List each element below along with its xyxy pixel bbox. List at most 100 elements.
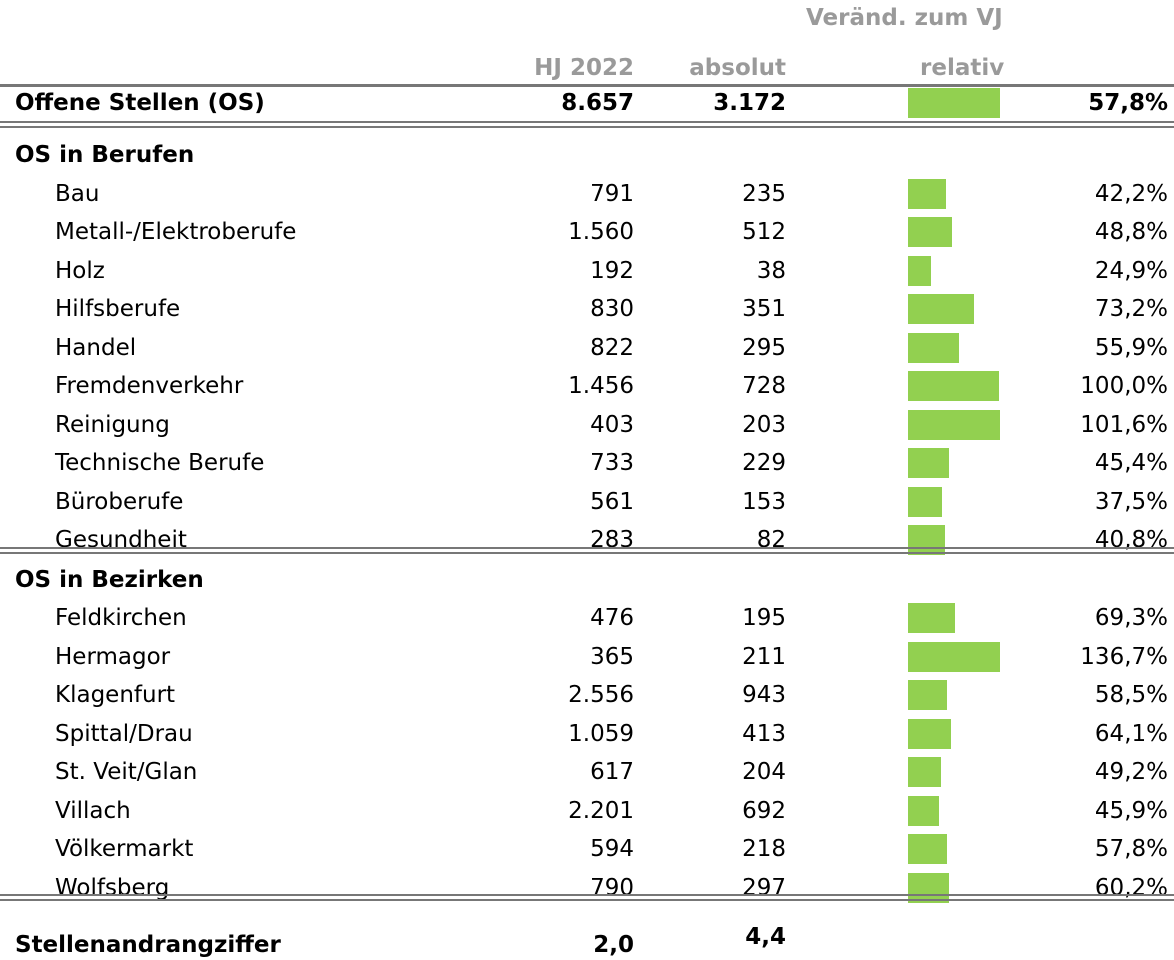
- row-label: Völkermarkt: [55, 836, 194, 862]
- hj-value: 1.059: [568, 720, 634, 747]
- hj-value: 192: [590, 257, 634, 284]
- absolut-value: 413: [742, 720, 786, 747]
- rule: [0, 551, 1174, 554]
- total-label: Offene Stellen (OS): [15, 90, 265, 116]
- column-header: relativ: [920, 55, 1005, 81]
- hj-value: 733: [590, 450, 634, 476]
- relativ-value: 45,9%: [1094, 797, 1168, 824]
- rule: [0, 121, 1174, 123]
- absolut-value: 235: [742, 180, 786, 207]
- data-bar: [908, 409, 1000, 440]
- footer-label: Stellenandrangziffer: [15, 932, 281, 958]
- rule: [0, 84, 1174, 87]
- row-label: Technische Berufe: [55, 450, 265, 476]
- column-header: absolut: [689, 55, 786, 81]
- relativ-value: 48,8%: [1094, 219, 1168, 245]
- relativ-value: 42,2%: [1094, 180, 1168, 207]
- row-label: Spittal/Drau: [55, 720, 193, 747]
- row-label: Hilfsberufe: [55, 296, 181, 322]
- group-header: Veränd. zum VJ: [806, 5, 1003, 31]
- row-label: Reinigung: [55, 411, 170, 438]
- absolut-value: 943: [742, 682, 786, 708]
- absolut-value: 204: [742, 759, 786, 785]
- section-title: OS in Berufen: [15, 142, 195, 168]
- data-bar: [908, 255, 931, 286]
- hj-value: 594: [590, 836, 634, 862]
- data-bar: [908, 525, 945, 555]
- hj-value: 790: [590, 874, 634, 901]
- hj-value: 1.456: [568, 373, 634, 399]
- row-label: Büroberufe: [55, 488, 184, 515]
- absolut-value: 351: [742, 296, 786, 322]
- rule: [0, 126, 1174, 128]
- relativ-value: 49,2%: [1094, 759, 1168, 785]
- relativ-value: 136,7%: [1080, 643, 1168, 670]
- hj-value: 822: [590, 334, 634, 361]
- row-label: Handel: [55, 334, 137, 361]
- rule: [0, 894, 1174, 896]
- row-label: Klagenfurt: [55, 682, 176, 708]
- absolut-value: 692: [742, 797, 786, 824]
- data-bar: [908, 217, 953, 247]
- data-bar: [908, 718, 952, 749]
- relativ-value: 101,6%: [1080, 411, 1168, 438]
- hj-value: 403: [590, 411, 634, 438]
- rule: [0, 546, 1174, 549]
- relativ-value: 57,8%: [1088, 90, 1168, 116]
- row-label: Holz: [55, 257, 105, 284]
- data-bar: [908, 294, 975, 324]
- relativ-value: 100,0%: [1080, 373, 1168, 399]
- absolut-value: 82: [756, 527, 786, 553]
- absolut-value: 211: [742, 643, 786, 670]
- data-bar: [908, 680, 948, 710]
- row-label: Fremdenverkehr: [55, 373, 244, 399]
- row-label: Feldkirchen: [55, 605, 187, 631]
- hj-value: 2,0: [593, 932, 634, 958]
- hj-value: 283: [590, 527, 634, 553]
- absolut-value: 728: [742, 373, 786, 399]
- absolut-value: 512: [742, 219, 786, 245]
- relativ-value: 58,5%: [1094, 682, 1168, 708]
- hj-value: 365: [590, 643, 634, 670]
- rule: [0, 899, 1174, 901]
- row-label: Metall-/Elektroberufe: [55, 219, 297, 245]
- relativ-value: 37,5%: [1094, 488, 1168, 515]
- row-label: Gesundheit: [55, 527, 187, 553]
- data-bar: [908, 603, 955, 633]
- data-bar: [908, 88, 1000, 118]
- absolut-value: 38: [756, 257, 786, 284]
- relativ-value: 45,4%: [1094, 450, 1168, 476]
- absolut-value: 203: [742, 411, 786, 438]
- absolut-value: 153: [742, 488, 786, 515]
- relativ-value: 57,8%: [1094, 836, 1168, 862]
- relativ-value: 69,3%: [1094, 605, 1168, 631]
- data-bar: [908, 757, 942, 787]
- absolut-value: 195: [742, 605, 786, 631]
- hj-value: 561: [590, 488, 634, 515]
- relativ-value: 55,9%: [1094, 334, 1168, 361]
- data-bar: [908, 448, 950, 478]
- relativ-value: 64,1%: [1094, 720, 1168, 747]
- absolut-value: 218: [742, 836, 786, 862]
- data-bar: [908, 486, 942, 517]
- data-bar: [908, 332, 959, 363]
- absolut-value: 4,4: [745, 924, 786, 950]
- hj-value: 8.657: [561, 90, 634, 116]
- row-label: Bau: [55, 180, 100, 207]
- hj-value: 830: [590, 296, 634, 322]
- data-bar: [908, 178, 947, 209]
- column-header: HJ 2022: [534, 55, 634, 81]
- absolut-value: 3.172: [713, 90, 786, 116]
- row-label: St. Veit/Glan: [55, 759, 198, 785]
- section-title: OS in Bezirken: [15, 566, 204, 593]
- data-bar: [908, 795, 939, 826]
- absolut-value: 297: [742, 874, 786, 901]
- absolut-value: 295: [742, 334, 786, 361]
- data-bar: [908, 371, 999, 401]
- relativ-value: 73,2%: [1094, 296, 1168, 322]
- hj-value: 476: [590, 605, 634, 631]
- data-bar: [908, 641, 1000, 672]
- row-label: Hermagor: [55, 643, 171, 670]
- data-bar: [908, 834, 947, 864]
